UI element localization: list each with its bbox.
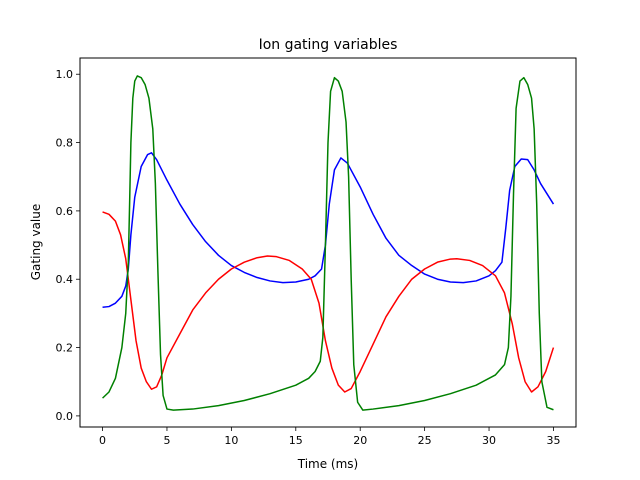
y-tick-label: 0.0 (56, 410, 74, 423)
x-tick-label: 25 (418, 434, 432, 447)
series-line-3 (102, 75, 554, 411)
chart-title: Ion gating variables (259, 37, 398, 53)
x-tick-label: 15 (289, 434, 303, 447)
x-tick-label: 30 (482, 434, 496, 447)
y-axis: 0.0 0.2 0.4 0.6 0.8 1.0 (56, 68, 80, 423)
x-axis-label: Time (ms) (297, 457, 359, 471)
x-axis: 0 5 10 15 20 25 30 35 (99, 427, 560, 447)
x-tick-label: 0 (99, 434, 106, 447)
x-tick-label: 20 (353, 434, 367, 447)
x-tick-label: 10 (224, 434, 238, 447)
plot-frame (79, 57, 577, 428)
y-tick-label: 1.0 (56, 68, 74, 81)
y-tick-label: 0.6 (56, 205, 74, 218)
y-tick-label: 0.2 (56, 342, 74, 355)
x-tick-label: 35 (546, 434, 560, 447)
y-tick-label: 0.4 (56, 273, 74, 286)
y-tick-label: 0.8 (56, 137, 74, 150)
plot-area (102, 75, 555, 411)
series-line-2 (102, 211, 555, 393)
y-axis-label: Gating value (29, 204, 43, 281)
x-tick-label: 5 (163, 434, 170, 447)
